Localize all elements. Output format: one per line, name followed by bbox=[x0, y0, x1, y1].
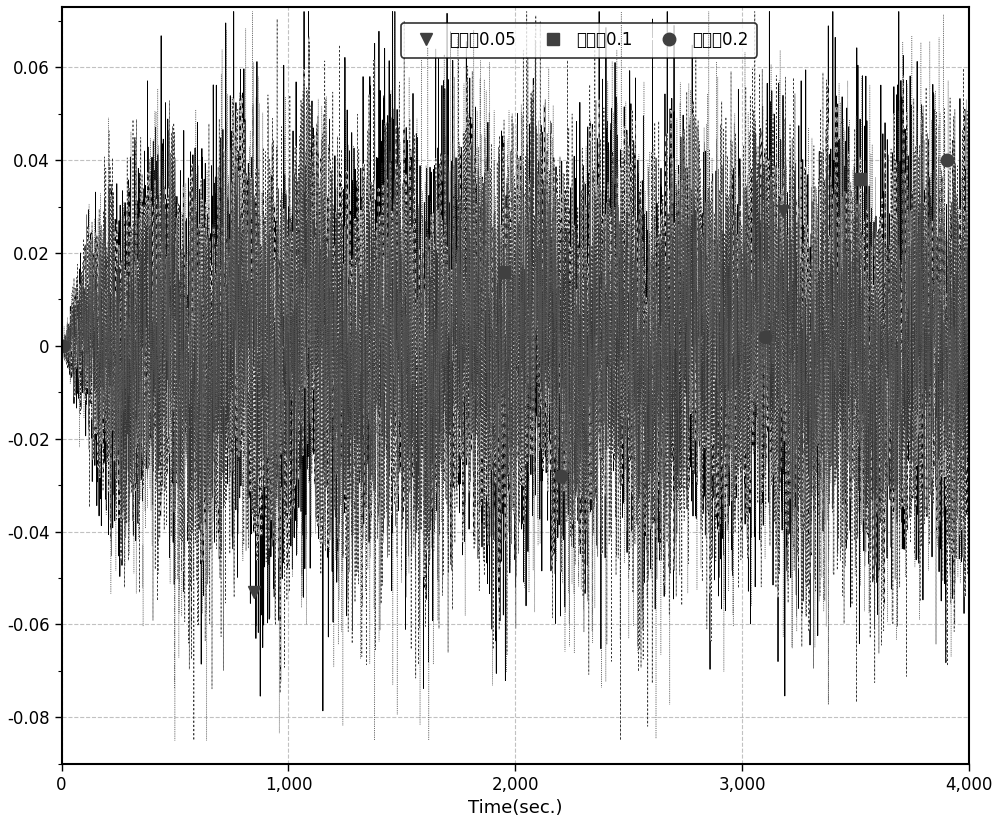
Legend: 不分频0.05, 不分频0.1, 不分频0.2: 不分频0.05, 不分频0.1, 不分频0.2 bbox=[401, 23, 757, 58]
X-axis label: Time(sec.): Time(sec.) bbox=[468, 799, 563, 817]
